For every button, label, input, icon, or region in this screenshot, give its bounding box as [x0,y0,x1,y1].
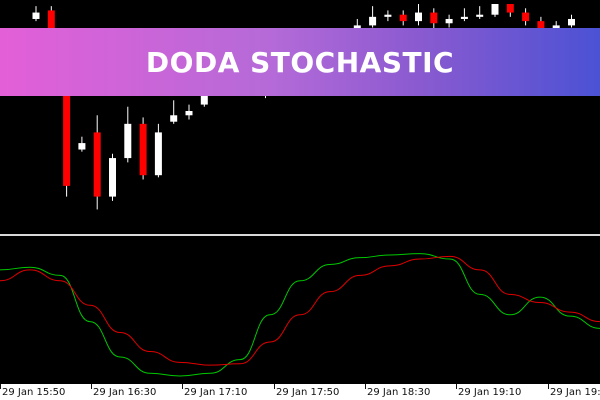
bear-candle [399,10,407,26]
time-label: 29 Jan 16:30 [93,387,157,398]
candle-body [415,12,422,22]
bull-candle [185,104,193,120]
bull-candle [476,6,484,19]
time-tick [0,384,1,389]
candle-body [491,4,499,15]
candle-body [506,4,514,13]
bear-candle [506,4,514,17]
bull-candle [415,4,422,26]
time-label: 29 Jan 19:10 [458,387,522,398]
bull-candle [124,106,132,163]
candle-body [537,21,545,30]
bull-candle [170,100,178,124]
bull-candle [384,10,392,22]
candle-body [78,143,86,150]
candle-body [32,12,40,19]
candle-body [384,14,392,17]
candle-body [139,123,147,176]
stochastic-main-line [0,253,600,377]
bull-candle [491,4,499,17]
candle-body [47,10,55,30]
time-tick [456,384,457,389]
bull-candle [154,123,162,178]
title-banner: DODA STOCHASTIC [0,28,600,96]
candle-body [185,111,193,116]
bear-candle [93,115,101,210]
time-label: 29 Jan 15:50 [2,387,66,398]
bear-candle [47,6,55,32]
bull-candle [78,136,86,152]
bull-candle [445,14,453,28]
time-axis: 29 Jan 15:50 29 Jan 16:30 29 Jan 17:10 2… [0,384,600,400]
bull-candle [32,6,40,22]
candle-body [109,158,116,197]
stochastic-oscillator-chart [0,253,600,377]
candle-body [399,14,407,22]
time-tick [91,384,92,389]
candle-body [568,18,575,26]
bull-candle [369,6,377,28]
time-label: 29 Jan 18:30 [367,387,431,398]
candle-body [522,12,530,22]
bear-candle [430,8,438,30]
candle-body [63,68,71,186]
time-tick [182,384,183,389]
time-tick [274,384,275,389]
candle-body [170,115,178,122]
candle-body [430,12,438,24]
time-label: 29 Jan 17:10 [184,387,248,398]
candle-body [154,132,162,176]
candle-body [445,18,453,24]
time-tick [365,384,366,389]
candle-body [476,14,484,17]
bear-candle [139,117,147,180]
candle-body [460,16,468,19]
time-label: 29 Jan 17:50 [276,387,340,398]
candle-body [369,16,377,26]
bull-candle [568,14,575,28]
oscillator-panel[interactable] [0,236,600,384]
candle-body [93,132,101,197]
time-label: 29 Jan 19:5 [550,387,600,398]
bear-candle [522,8,530,26]
panel-divider[interactable] [0,234,600,236]
bull-candle [109,153,116,201]
candle-body [552,25,560,30]
candle-body [124,123,132,159]
stochastic-signal-line [0,255,600,366]
time-tick [548,384,549,389]
banner-title: DODA STOCHASTIC [145,45,455,79]
bull-candle [460,8,468,22]
